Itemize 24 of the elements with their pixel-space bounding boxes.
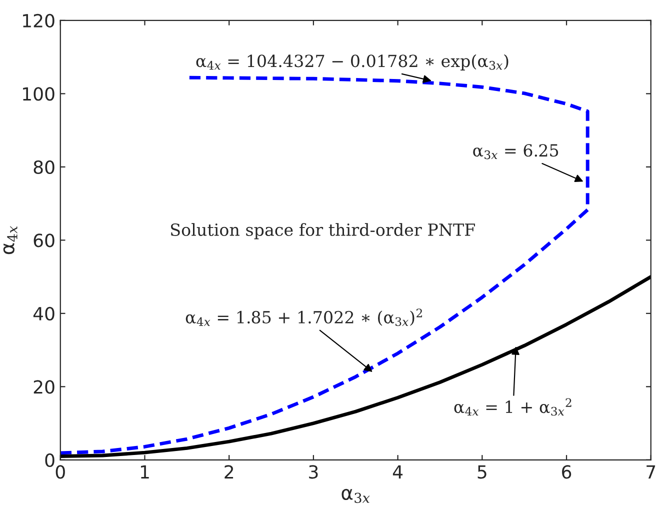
x-tick-label: 2 (224, 465, 234, 478)
y-tick-label: 20 (34, 380, 54, 394)
y-tick-label: 40 (33, 306, 54, 321)
x-tick-label: 1 (140, 465, 149, 478)
y-tick-label: 0 (45, 453, 54, 468)
x-tick-label: 7 (646, 465, 656, 478)
x-tick-label: 3 (309, 465, 318, 479)
line-series (60, 76, 590, 455)
y-axis-title: α$_{4x}$ (3, 226, 18, 254)
x-axis-title: α$_{3x}$ (342, 488, 370, 503)
y-tick-label: 100 (23, 87, 54, 101)
line-series (60, 275, 651, 458)
annotation: α$_{4x}$ = 104.4327 − 0.01782 ∗ exp(α$_{3x}$) (196, 54, 508, 70)
annotation: α$_{3x}$ = 6.25 (473, 144, 558, 160)
annotation: α$_{4x}$ = 1 + α$_{3x}$$^{2}$ (454, 398, 572, 416)
annotation: Solution space for third-order PNTF (171, 223, 475, 240)
y-tick-label: 120 (23, 14, 54, 28)
x-tick-label: 4 (392, 465, 403, 478)
y-tick-label: 60 (34, 234, 54, 248)
x-tick-label: 0 (56, 465, 65, 479)
annotation: α$_{4x}$ = 1.85 + 1.7022 ∗ (α$_{3x}$)$^{2}$ (186, 308, 422, 326)
x-tick-label: 5 (478, 465, 486, 479)
x-tick-label: 6 (562, 465, 572, 479)
y-tick-label: 80 (34, 160, 54, 174)
